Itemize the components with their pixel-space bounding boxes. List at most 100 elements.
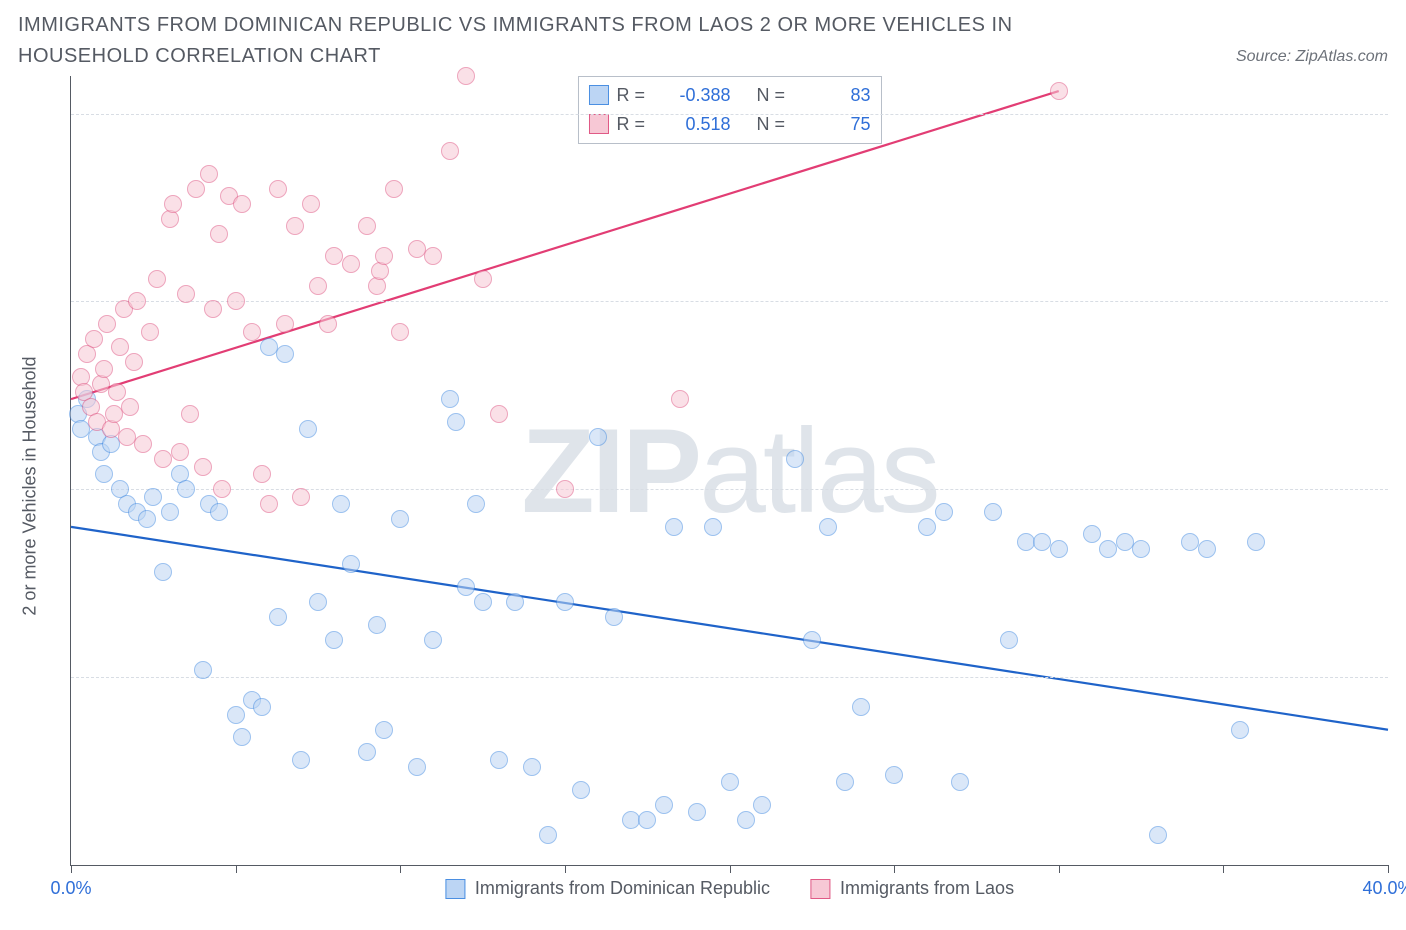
- scatter-point: [786, 450, 804, 468]
- scatter-point: [556, 593, 574, 611]
- x-tick-label: 0.0%: [50, 878, 91, 899]
- scatter-point: [852, 698, 870, 716]
- series-legend-label: Immigrants from Laos: [840, 878, 1014, 899]
- x-tick: [236, 865, 237, 873]
- stats-legend-row: R = -0.388 N = 83: [588, 81, 870, 110]
- y-tick-label: 75.0%: [1390, 291, 1406, 312]
- x-tick: [400, 865, 401, 873]
- legend-swatch-icon: [588, 114, 608, 134]
- scatter-point: [1050, 540, 1068, 558]
- scatter-point: [72, 420, 90, 438]
- x-tick: [565, 865, 566, 873]
- scatter-point: [951, 773, 969, 791]
- scatter-point: [302, 195, 320, 213]
- scatter-point: [385, 180, 403, 198]
- scatter-point: [269, 608, 287, 626]
- scatter-point: [556, 480, 574, 498]
- scatter-point: [213, 480, 231, 498]
- scatter-point: [154, 563, 172, 581]
- scatter-point: [375, 247, 393, 265]
- scatter-point: [187, 180, 205, 198]
- scatter-point: [332, 495, 350, 513]
- scatter-point: [737, 811, 755, 829]
- scatter-point: [753, 796, 771, 814]
- scatter-point: [1017, 533, 1035, 551]
- scatter-point: [371, 262, 389, 280]
- scatter-point: [269, 180, 287, 198]
- scatter-point: [121, 398, 139, 416]
- legend-val-n: 83: [799, 81, 871, 110]
- scatter-point: [918, 518, 936, 536]
- scatter-point: [210, 225, 228, 243]
- scatter-point: [1149, 826, 1167, 844]
- series-legend: Immigrants from Dominican Republic Immig…: [445, 878, 1014, 899]
- y-axis-label: 2 or more Vehicles in Household: [20, 356, 41, 615]
- scatter-point: [164, 195, 182, 213]
- scatter-point: [161, 503, 179, 521]
- scatter-point: [200, 165, 218, 183]
- legend-swatch-icon: [810, 879, 830, 899]
- scatter-point: [391, 323, 409, 341]
- scatter-point: [161, 210, 179, 228]
- scatter-point: [95, 465, 113, 483]
- legend-swatch-icon: [445, 879, 465, 899]
- scatter-point: [325, 247, 343, 265]
- scatter-point: [276, 345, 294, 363]
- scatter-point: [260, 495, 278, 513]
- scatter-point: [194, 458, 212, 476]
- scatter-point: [1000, 631, 1018, 649]
- scatter-point: [118, 428, 136, 446]
- scatter-point: [474, 270, 492, 288]
- scatter-point: [194, 661, 212, 679]
- scatter-point: [171, 443, 189, 461]
- scatter-point: [441, 390, 459, 408]
- scatter-point: [286, 217, 304, 235]
- x-tick: [1223, 865, 1224, 873]
- y-tick-label: 25.0%: [1390, 667, 1406, 688]
- scatter-point: [319, 315, 337, 333]
- scatter-point: [506, 593, 524, 611]
- scatter-point: [144, 488, 162, 506]
- scatter-point: [539, 826, 557, 844]
- scatter-point: [467, 495, 485, 513]
- x-tick: [730, 865, 731, 873]
- scatter-point: [671, 390, 689, 408]
- x-tick: [1059, 865, 1060, 873]
- trend-line: [71, 91, 1059, 399]
- scatter-point: [391, 510, 409, 528]
- series-legend-label: Immigrants from Dominican Republic: [475, 878, 770, 899]
- gridline: [71, 489, 1388, 490]
- scatter-point: [177, 285, 195, 303]
- scatter-point: [260, 338, 278, 356]
- x-tick-label: 40.0%: [1362, 878, 1406, 899]
- scatter-point: [138, 510, 156, 528]
- scatter-point: [177, 480, 195, 498]
- trend-line: [71, 527, 1388, 730]
- scatter-point: [408, 240, 426, 258]
- gridline: [71, 301, 1388, 302]
- scatter-point: [134, 435, 152, 453]
- scatter-point: [227, 706, 245, 724]
- scatter-point: [935, 503, 953, 521]
- scatter-point: [358, 743, 376, 761]
- scatter-point: [704, 518, 722, 536]
- scatter-point: [148, 270, 166, 288]
- scatter-point: [128, 292, 146, 310]
- legend-val-r: -0.388: [658, 81, 730, 110]
- scatter-point: [85, 330, 103, 348]
- x-tick: [1388, 865, 1389, 873]
- scatter-point: [688, 803, 706, 821]
- x-tick: [71, 865, 72, 873]
- scatter-point: [299, 420, 317, 438]
- header: IMMIGRANTS FROM DOMINICAN REPUBLIC VS IM…: [18, 10, 1388, 72]
- scatter-point: [108, 383, 126, 401]
- gridline: [71, 677, 1388, 678]
- scatter-point: [95, 360, 113, 378]
- scatter-point: [181, 405, 199, 423]
- scatter-point: [342, 555, 360, 573]
- scatter-point: [638, 811, 656, 829]
- scatter-point: [292, 751, 310, 769]
- scatter-point: [622, 811, 640, 829]
- scatter-point: [1116, 533, 1134, 551]
- scatter-point: [655, 796, 673, 814]
